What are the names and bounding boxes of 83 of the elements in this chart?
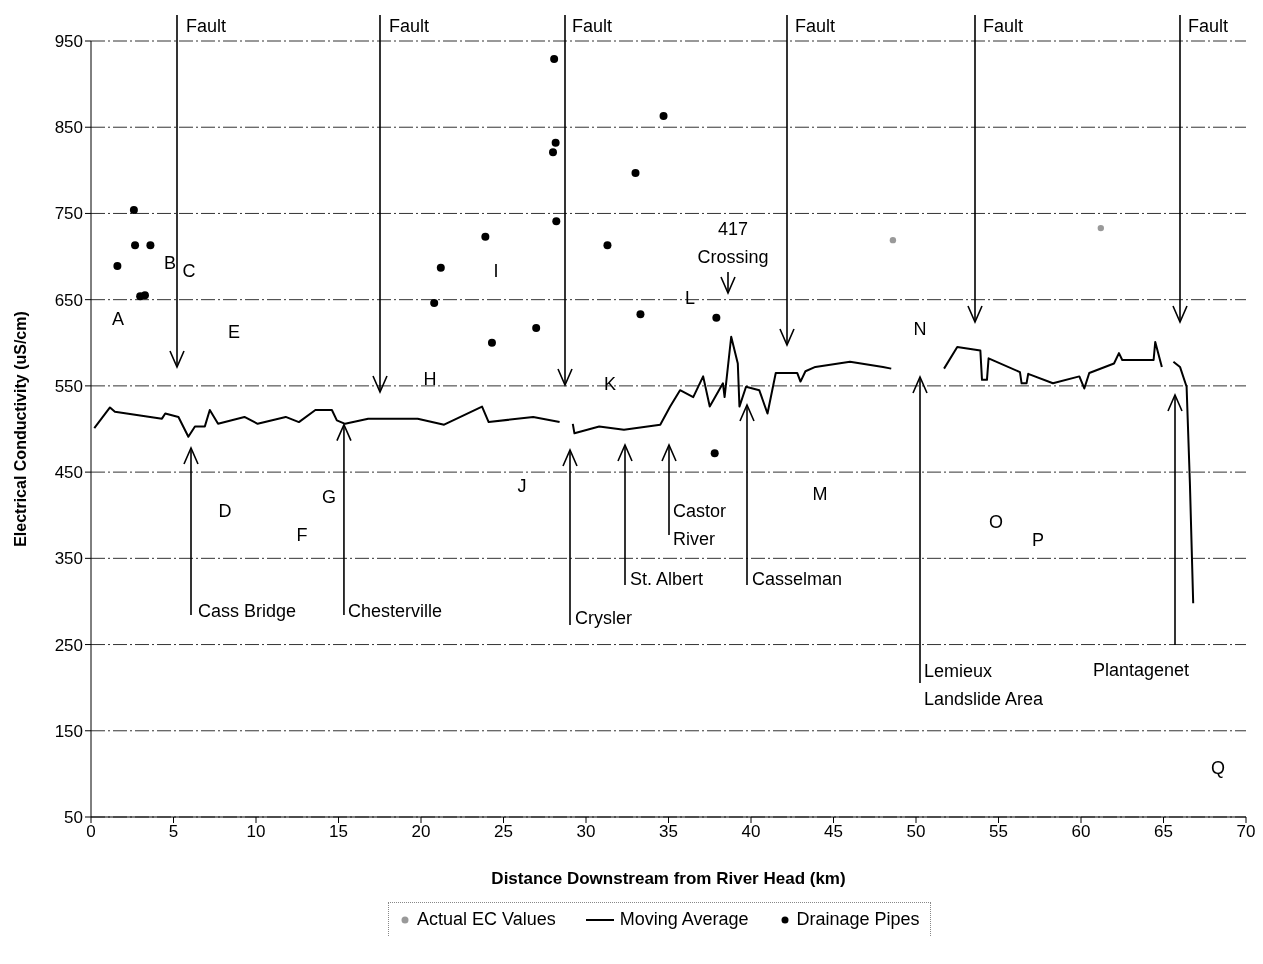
x-tick-label: 50 xyxy=(906,822,926,842)
annotation: Q xyxy=(1210,758,1226,778)
point xyxy=(636,310,645,319)
point xyxy=(631,168,640,177)
annotation: Chesterville xyxy=(347,601,442,621)
x-tick-label: 65 xyxy=(1154,822,1173,842)
point xyxy=(1097,224,1104,232)
point xyxy=(659,112,668,121)
annotation: E xyxy=(227,322,241,342)
x-tick-label: 60 xyxy=(1071,822,1091,842)
point xyxy=(131,241,140,250)
annotation: Casselman xyxy=(752,569,843,589)
point xyxy=(552,217,561,226)
point xyxy=(481,232,490,241)
legend-label: Moving Average xyxy=(619,909,749,930)
point xyxy=(436,263,445,272)
y-tick-label: 250 xyxy=(54,635,83,655)
y-tick-label: 350 xyxy=(54,549,83,569)
annotation: A xyxy=(111,309,125,329)
point xyxy=(603,241,612,250)
annotation: M xyxy=(812,484,828,504)
x-tick-label: 45 xyxy=(824,822,843,842)
y-tick-label: 650 xyxy=(54,290,83,310)
text: Fault xyxy=(389,16,430,36)
y-axis-title: Electrical Conductivity (uS/cm) xyxy=(11,311,29,547)
point xyxy=(551,138,560,147)
point xyxy=(487,338,496,347)
x-tick-label: 5 xyxy=(168,822,179,842)
point xyxy=(549,148,557,157)
annotation: St. Albert xyxy=(630,569,704,589)
annotation: Lemieux Landslide Area xyxy=(924,661,1045,709)
x-tick-label: 25 xyxy=(494,822,513,842)
annotation: P xyxy=(1031,530,1045,550)
annotation: Cass Bridge xyxy=(198,601,297,621)
y-tick-label: 850 xyxy=(54,118,83,138)
annotation: I xyxy=(493,261,499,281)
x-tick-label: 0 xyxy=(86,822,96,842)
annotation: B xyxy=(163,253,177,273)
point xyxy=(889,236,897,244)
y-tick-label: 50 xyxy=(64,808,83,828)
y-tick-label: 750 xyxy=(54,204,83,224)
annotation: Crysler xyxy=(575,608,632,628)
y-tick-label: 450 xyxy=(54,463,83,483)
x-tick-label: 10 xyxy=(246,822,266,842)
annotation: N xyxy=(913,319,927,339)
annotation: Plantagenet xyxy=(1092,660,1190,680)
annotation: J xyxy=(517,476,527,496)
x-tick-label: 20 xyxy=(411,822,431,842)
point xyxy=(430,299,439,308)
x-tick-label: 55 xyxy=(989,822,1008,842)
annotation: K xyxy=(603,374,617,394)
x-axis-title: Distance Downstream from River Head (km) xyxy=(491,869,846,888)
text: Fault xyxy=(983,16,1024,36)
x-tick-label: 70 xyxy=(1236,822,1256,842)
annotation: H xyxy=(423,369,437,389)
annotation: F xyxy=(296,525,308,545)
annotation: 417 Crossing xyxy=(697,219,769,267)
point xyxy=(532,324,541,333)
point xyxy=(712,313,721,322)
point xyxy=(140,291,149,300)
text: Fault xyxy=(572,16,613,36)
annotation: G xyxy=(321,487,337,507)
text: Fault xyxy=(795,16,836,36)
point xyxy=(129,206,138,214)
point xyxy=(146,241,155,250)
point xyxy=(113,262,122,271)
x-tick-label: 15 xyxy=(329,822,348,842)
text: Fault xyxy=(1188,16,1229,36)
x-tick-label: 30 xyxy=(576,822,596,842)
legend-label: Actual EC Values xyxy=(417,909,556,930)
annotation: D xyxy=(218,501,232,521)
point xyxy=(550,55,559,64)
point xyxy=(710,449,719,458)
annotation: O xyxy=(988,512,1004,532)
y-tick-label: 150 xyxy=(54,721,83,741)
y-tick-label: 950 xyxy=(54,32,83,52)
x-tick-label: 35 xyxy=(659,822,678,842)
x-tick-label: 40 xyxy=(741,822,761,842)
legend-label: Drainage Pipes xyxy=(796,909,920,930)
annotation: Castor River xyxy=(673,501,727,549)
text: Fault xyxy=(186,16,227,36)
annotation: C xyxy=(182,261,196,281)
y-tick-label: 550 xyxy=(54,376,83,396)
